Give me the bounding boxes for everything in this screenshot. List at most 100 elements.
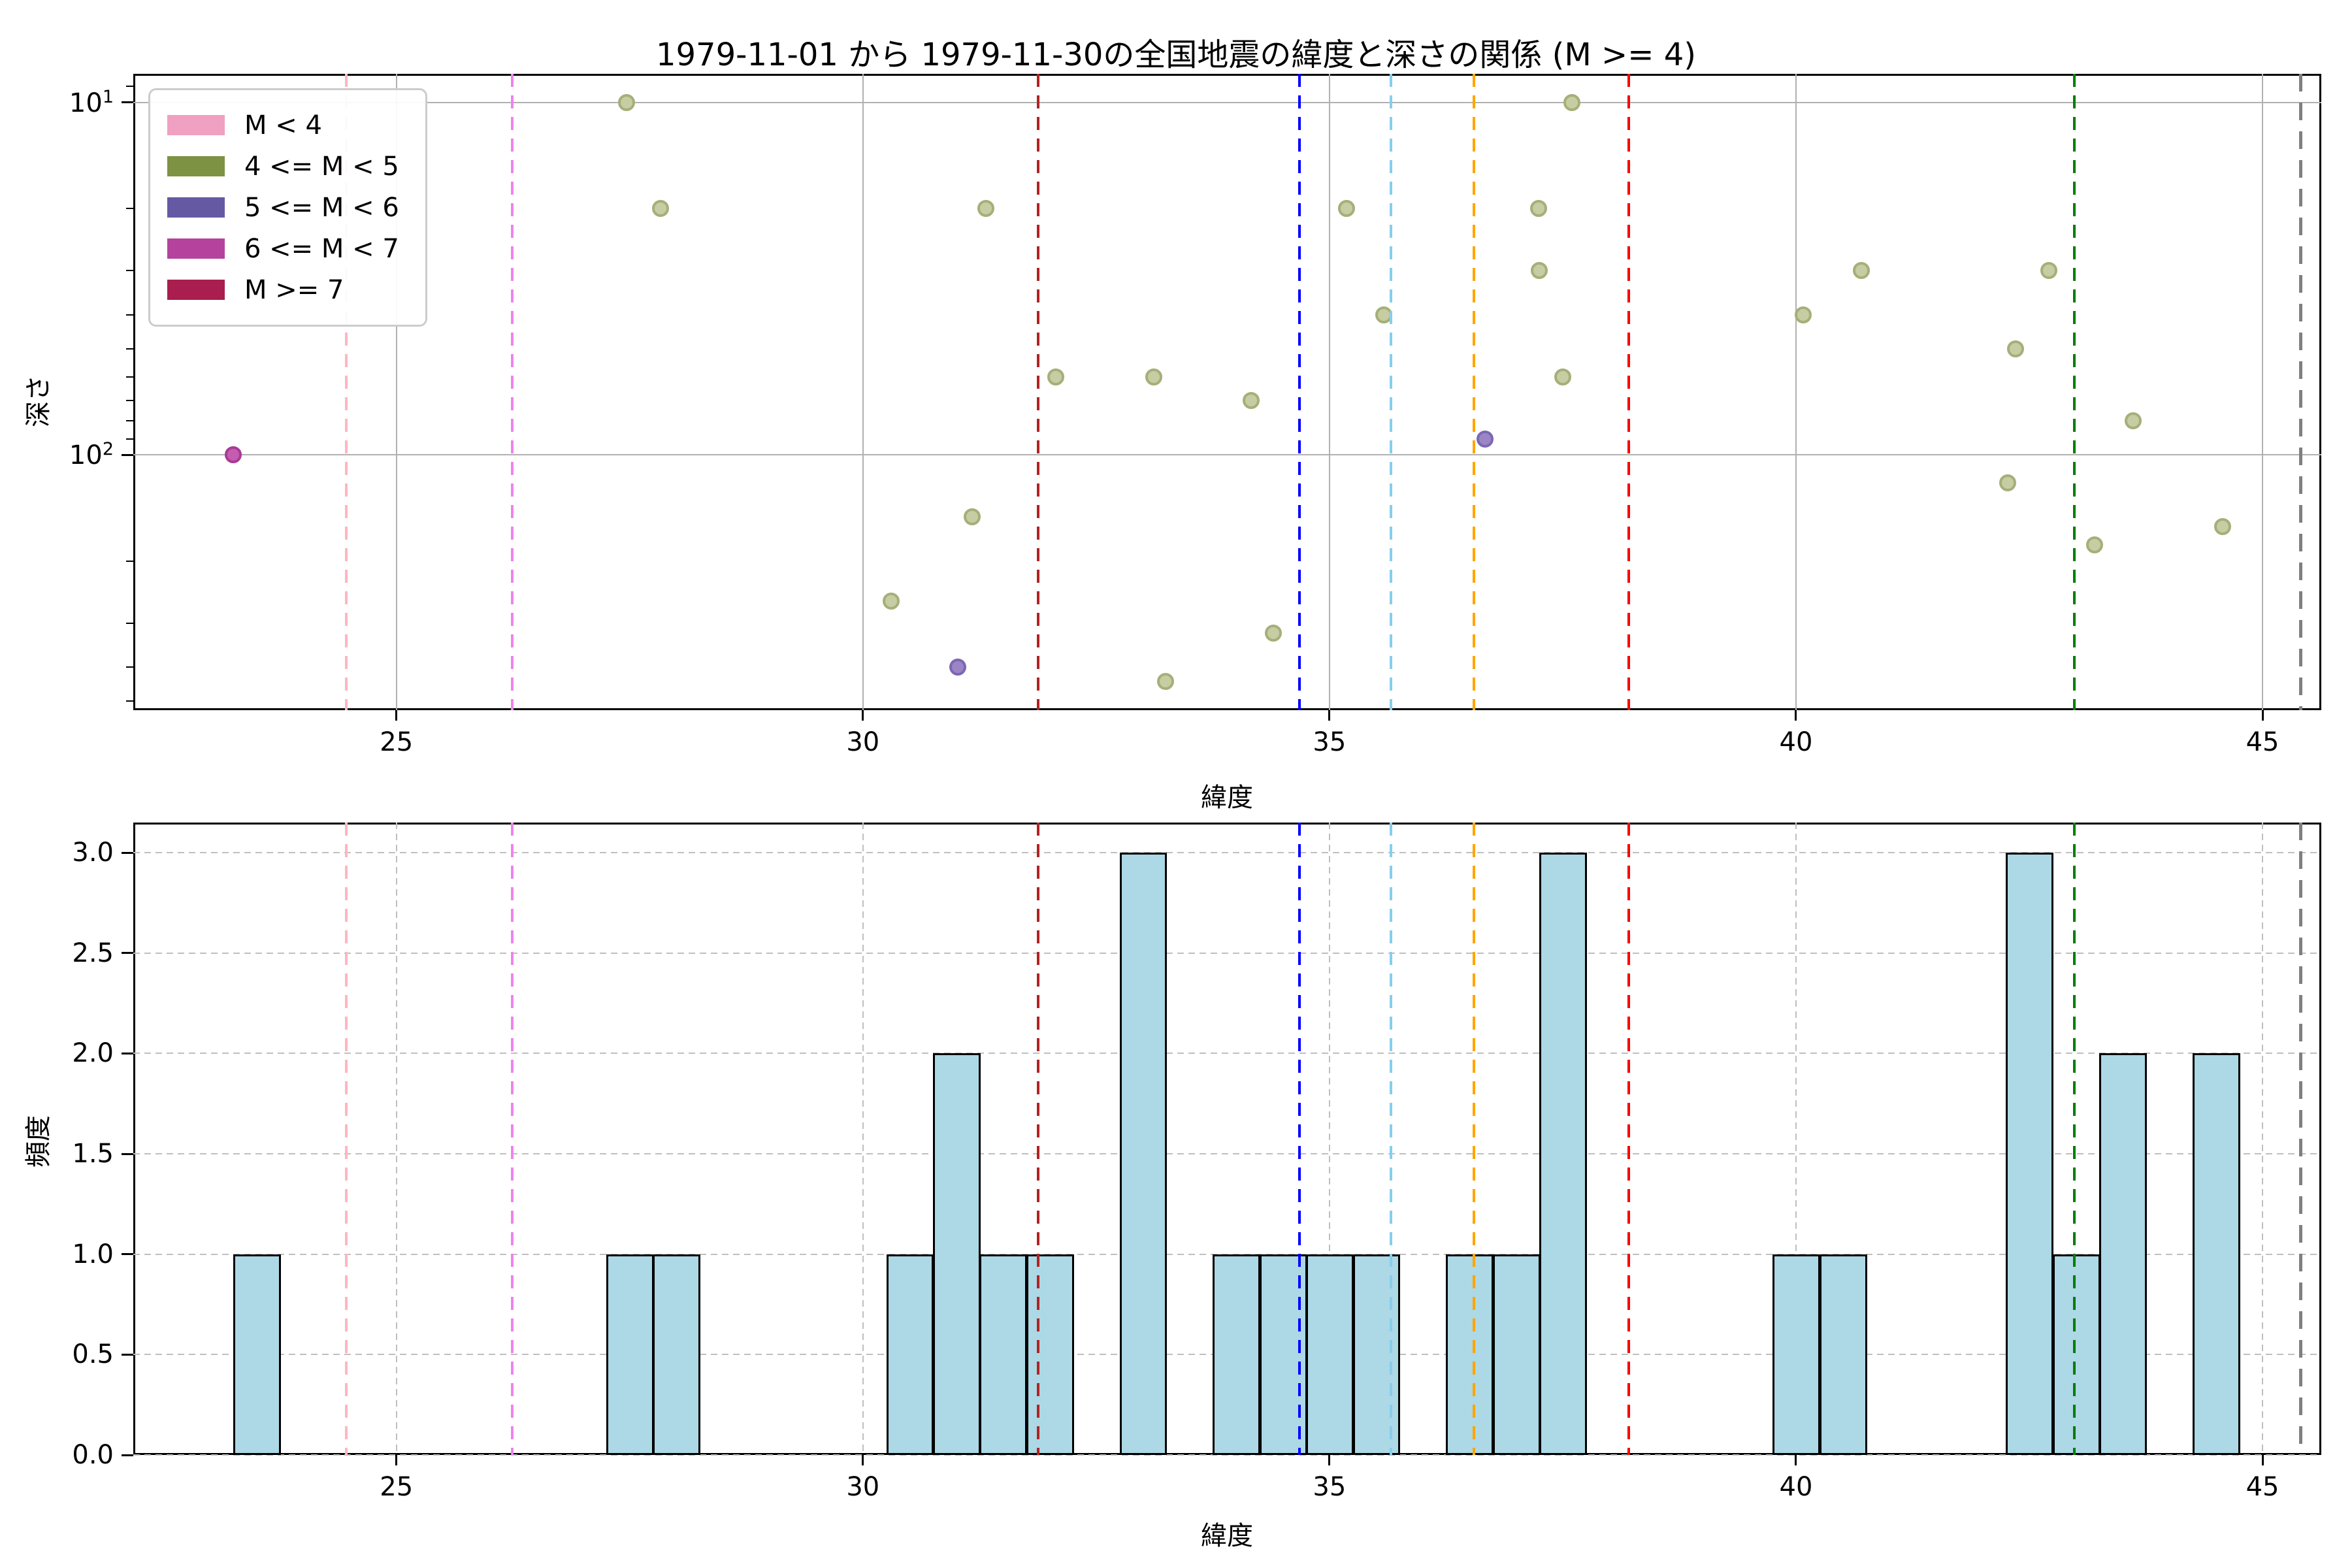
reference-vline bbox=[1627, 74, 1631, 710]
top-horizontal-gridline bbox=[133, 454, 2321, 456]
top-x-tick bbox=[2261, 710, 2264, 721]
reference-vline bbox=[344, 74, 348, 710]
scatter-point bbox=[1852, 262, 1870, 280]
legend-row: 5 <= M < 6 bbox=[167, 187, 399, 228]
scatter-point bbox=[1563, 93, 1581, 111]
reference-vline bbox=[1473, 74, 1476, 710]
reference-vline bbox=[1390, 74, 1393, 710]
top-x-tick bbox=[862, 710, 864, 721]
bottom-y-tick bbox=[122, 1152, 133, 1155]
bottom-vertical-gridline bbox=[862, 823, 864, 1455]
scatter-point bbox=[1531, 262, 1548, 280]
histogram-bar bbox=[1446, 1254, 1494, 1455]
top-x-tick bbox=[395, 710, 398, 721]
bottom-x-tick bbox=[1795, 1455, 1797, 1465]
top-vertical-gridline bbox=[395, 74, 397, 710]
scatter-point bbox=[618, 93, 636, 111]
top-y-minor-tick bbox=[126, 700, 133, 702]
top-y-minor-tick bbox=[126, 560, 133, 562]
histogram-bar bbox=[653, 1254, 701, 1455]
histogram-bar bbox=[606, 1254, 654, 1455]
legend-label: M >= 7 bbox=[244, 274, 344, 305]
top-y-minor-tick bbox=[126, 208, 133, 210]
top-vertical-gridline bbox=[2262, 74, 2264, 710]
bottom-vertical-gridline bbox=[1795, 823, 1797, 1455]
legend-row: 6 <= M < 7 bbox=[167, 228, 399, 269]
histogram-bar bbox=[1819, 1254, 1867, 1455]
top-x-tick bbox=[1795, 710, 1797, 721]
scatter-point bbox=[949, 659, 967, 676]
scatter-point bbox=[2006, 340, 2024, 357]
scatter-point bbox=[1999, 474, 2017, 491]
top-y-minor-tick bbox=[126, 376, 133, 378]
histogram-bar bbox=[932, 1053, 981, 1455]
bottom-vertical-gridline bbox=[1328, 823, 1330, 1455]
bottom-y-tick bbox=[122, 952, 133, 955]
legend-row: M < 4 bbox=[167, 105, 399, 146]
legend: M < 4 4 <= M < 5 5 <= M < 6 6 <= M < 7 M >= … bbox=[148, 88, 427, 327]
top-x-axis-label: 緯度 bbox=[1201, 783, 1253, 813]
top-y-axis-label: 深さ bbox=[24, 375, 54, 427]
reference-vline bbox=[1473, 823, 1476, 1455]
scatter-point bbox=[1047, 368, 1065, 385]
histogram-bar bbox=[1492, 1254, 1541, 1455]
scatter-point bbox=[2040, 262, 2057, 280]
reference-vline bbox=[510, 823, 514, 1455]
top-y-minor-tick bbox=[126, 270, 133, 272]
scatter-point bbox=[1156, 673, 1174, 691]
bottom-y-tick-label: 0.5 bbox=[72, 1339, 114, 1370]
bottom-y-tick bbox=[122, 1253, 133, 1256]
histogram-bar bbox=[2099, 1053, 2147, 1455]
top-y-minor-tick bbox=[126, 348, 133, 350]
bottom-x-tick bbox=[862, 1455, 864, 1465]
histogram-bar bbox=[233, 1254, 281, 1455]
scatter-point bbox=[1795, 306, 1812, 323]
bottom-horizontal-gridline bbox=[133, 1053, 2321, 1054]
reference-vline bbox=[2072, 823, 2076, 1455]
bottom-horizontal-gridline bbox=[133, 1454, 2321, 1456]
legend-label: M < 4 bbox=[244, 110, 322, 140]
reference-vline bbox=[2299, 74, 2303, 710]
bottom-x-tick-label: 35 bbox=[1313, 1472, 1347, 1502]
top-vertical-gridline bbox=[862, 74, 864, 710]
bottom-y-tick bbox=[122, 1052, 133, 1054]
legend-swatch-icon bbox=[167, 156, 225, 176]
scatter-point bbox=[1554, 368, 1571, 385]
top-x-tick-label: 30 bbox=[846, 727, 880, 757]
top-vertical-gridline bbox=[1795, 74, 1797, 710]
scatter-point bbox=[2213, 518, 2231, 536]
scatter-point bbox=[977, 200, 995, 218]
scatter-point bbox=[651, 200, 669, 218]
bottom-x-axis-label: 緯度 bbox=[1201, 1521, 1253, 1551]
top-x-tick-label: 40 bbox=[1779, 727, 1813, 757]
bottom-y-tick-label: 1.0 bbox=[72, 1239, 114, 1269]
bottom-x-tick bbox=[2261, 1455, 2264, 1465]
bottom-vertical-gridline bbox=[2262, 823, 2264, 1455]
bottom-x-tick-label: 40 bbox=[1779, 1472, 1813, 1502]
bottom-horizontal-gridline bbox=[133, 952, 2321, 954]
legend-swatch-icon bbox=[167, 238, 225, 259]
bottom-horizontal-gridline bbox=[133, 852, 2321, 854]
reference-vline bbox=[1627, 823, 1631, 1455]
scatter-point bbox=[1145, 368, 1163, 385]
reference-vline bbox=[1390, 823, 1393, 1455]
bottom-y-tick-label: 2.0 bbox=[72, 1038, 114, 1069]
bottom-x-tick bbox=[1328, 1455, 1331, 1465]
histogram-bar bbox=[1539, 853, 1588, 1455]
scatter-point bbox=[224, 446, 242, 464]
top-y-minor-tick bbox=[126, 666, 133, 668]
reference-vline bbox=[510, 74, 514, 710]
bottom-y-tick bbox=[122, 1454, 133, 1456]
histogram-bar bbox=[2052, 1254, 2100, 1455]
histogram-bar bbox=[1119, 853, 1168, 1455]
bottom-y-tick bbox=[122, 1353, 133, 1356]
legend-swatch-icon bbox=[167, 115, 225, 135]
scatter-plot-area bbox=[133, 74, 2321, 710]
bottom-vertical-gridline bbox=[395, 823, 397, 1455]
legend-swatch-icon bbox=[167, 197, 225, 218]
scatter-point bbox=[1337, 200, 1355, 218]
top-y-minor-tick bbox=[126, 419, 133, 421]
histogram-bar bbox=[1306, 1254, 1354, 1455]
top-y-major-tick bbox=[122, 101, 133, 104]
